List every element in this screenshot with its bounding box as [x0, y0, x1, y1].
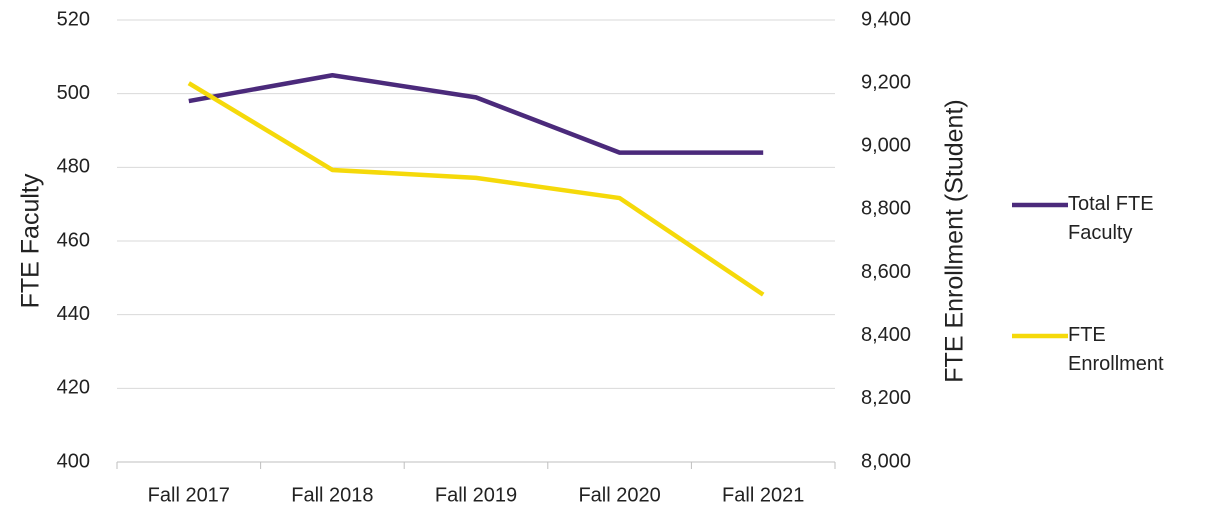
y2-tick-label: 8,000: [861, 450, 911, 472]
y-tick-label: 480: [57, 156, 90, 178]
y-tick-label: 420: [57, 377, 90, 399]
legend-label: FTE Enrollment: [1068, 324, 1164, 375]
y-tick-label: 400: [57, 450, 90, 472]
y-tick-label: 440: [57, 303, 90, 325]
x-tick-label: Fall 2018: [291, 484, 373, 506]
x-tick-label: Fall 2017: [148, 484, 230, 506]
y-tick-label: 500: [57, 82, 90, 104]
y2-tick-label: 8,200: [861, 387, 911, 409]
y2-tick-label: 9,000: [861, 135, 911, 157]
legend-label: Total FTE Faculty: [1068, 193, 1154, 244]
data-line: [187, 81, 765, 297]
data-line: [188, 73, 764, 155]
y2-tick-label: 9,200: [861, 71, 911, 93]
y2-tick-label: 8,600: [861, 261, 911, 283]
y-tick-label: 460: [57, 229, 90, 251]
y2-tick-label: 9,400: [861, 8, 911, 30]
y2-axis-title: FTE Enrollment (Student): [941, 99, 969, 382]
y-axis-title: FTE Faculty: [17, 173, 45, 308]
x-tick-label: Fall 2021: [722, 484, 804, 506]
y2-tick-label: 8,800: [861, 198, 911, 220]
x-tick-label: Fall 2020: [578, 484, 660, 506]
x-tick-label: Fall 2019: [435, 484, 517, 506]
y2-tick-label: 8,400: [861, 324, 911, 346]
y-tick-label: 520: [57, 8, 90, 30]
